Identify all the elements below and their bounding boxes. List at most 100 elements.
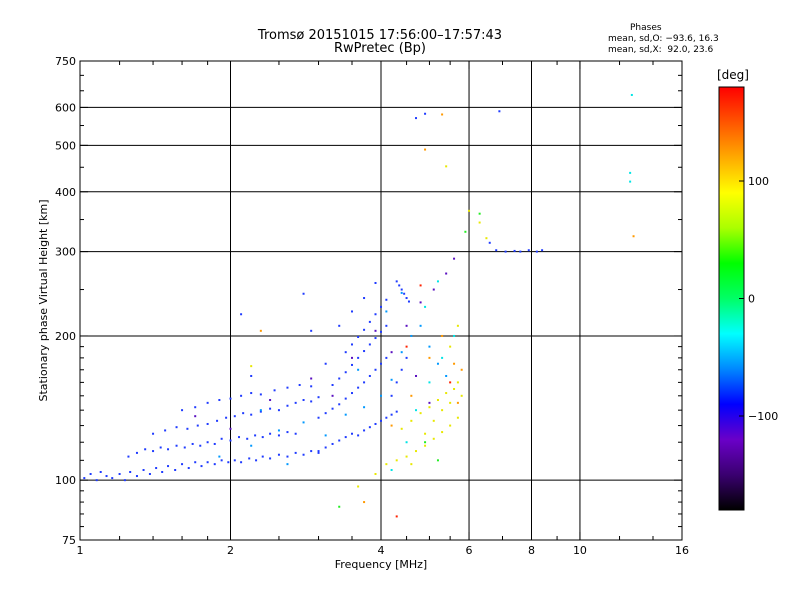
data-point — [277, 429, 280, 432]
data-point — [428, 406, 431, 409]
data-point — [83, 477, 86, 480]
data-point — [363, 328, 366, 331]
data-point — [385, 416, 388, 419]
data-point — [240, 394, 243, 397]
data-point — [95, 479, 98, 482]
data-point — [254, 434, 257, 437]
data-point — [453, 334, 456, 337]
data-point — [240, 313, 243, 316]
data-point — [317, 450, 320, 453]
data-point — [338, 324, 341, 327]
data-point — [441, 409, 444, 412]
data-point — [415, 117, 418, 120]
data-point — [259, 409, 262, 412]
x-axis-label: Frequency [MHz] — [335, 558, 427, 571]
data-point — [519, 250, 522, 253]
data-point — [424, 112, 427, 115]
data-point — [310, 329, 313, 332]
data-point — [527, 249, 530, 252]
data-point — [390, 394, 393, 397]
data-point — [374, 473, 377, 476]
data-point — [89, 473, 92, 476]
data-point — [186, 427, 189, 430]
data-point — [344, 436, 347, 439]
data-point — [374, 368, 377, 371]
data-point — [269, 432, 272, 435]
data-point — [344, 351, 347, 354]
data-point — [441, 334, 444, 337]
data-point — [277, 453, 280, 456]
data-point — [390, 424, 393, 427]
data-point — [259, 410, 262, 413]
data-point — [248, 457, 251, 460]
x-tick-label: 2 — [227, 544, 234, 557]
data-point — [374, 329, 377, 332]
data-point — [246, 437, 249, 440]
data-points — [83, 93, 635, 518]
data-point — [424, 148, 427, 151]
data-point — [164, 429, 167, 432]
chart-subtitle: RwPretec (Bp) — [333, 41, 427, 56]
data-point — [261, 436, 264, 439]
data-point — [424, 441, 427, 444]
colorbar-label: [deg] — [717, 68, 749, 82]
data-point — [199, 444, 202, 447]
data-point — [213, 442, 216, 445]
colorbar: 100 0 −100 — [718, 86, 778, 511]
data-point — [368, 426, 371, 429]
data-point — [632, 235, 635, 238]
data-point — [161, 470, 164, 473]
x-tick-label: 4 — [378, 544, 385, 557]
data-point — [504, 250, 507, 253]
data-point — [317, 396, 320, 399]
data-point — [485, 237, 488, 240]
data-point — [405, 455, 408, 458]
data-point — [338, 403, 341, 406]
x-tick-label: 1 — [77, 544, 84, 557]
data-point — [242, 412, 245, 415]
data-point — [390, 351, 393, 354]
y-tick-label: 750 — [55, 55, 76, 68]
data-point — [310, 400, 313, 403]
data-point — [206, 441, 209, 444]
data-point — [250, 444, 253, 447]
data-point — [206, 422, 209, 425]
data-point — [456, 416, 459, 419]
data-point — [424, 444, 427, 447]
data-point — [460, 368, 463, 371]
data-point — [357, 386, 360, 389]
data-point — [390, 378, 393, 381]
data-point — [400, 427, 403, 430]
data-point — [445, 374, 448, 377]
data-point — [460, 394, 463, 397]
data-point — [175, 444, 178, 447]
data-point — [167, 448, 170, 451]
data-point — [155, 467, 158, 470]
data-point — [432, 419, 435, 422]
data-point — [181, 409, 184, 412]
data-point — [294, 451, 297, 454]
data-point — [441, 356, 444, 359]
data-point — [395, 381, 398, 384]
data-point — [187, 467, 190, 470]
data-point — [225, 416, 228, 419]
data-point — [436, 399, 439, 402]
data-point — [445, 392, 448, 395]
data-point — [344, 371, 347, 374]
data-point — [218, 399, 221, 402]
data-point — [410, 394, 413, 397]
data-point — [286, 463, 289, 466]
data-point — [310, 377, 313, 380]
data-point — [478, 212, 481, 215]
data-point — [331, 394, 334, 397]
data-point — [273, 389, 276, 392]
data-point — [250, 374, 253, 377]
data-point — [428, 401, 431, 404]
data-point — [428, 381, 431, 384]
data-point — [419, 324, 422, 327]
data-point — [259, 393, 262, 396]
data-point — [400, 368, 403, 371]
data-point — [436, 459, 439, 462]
data-point — [449, 345, 452, 348]
data-point — [453, 257, 456, 260]
